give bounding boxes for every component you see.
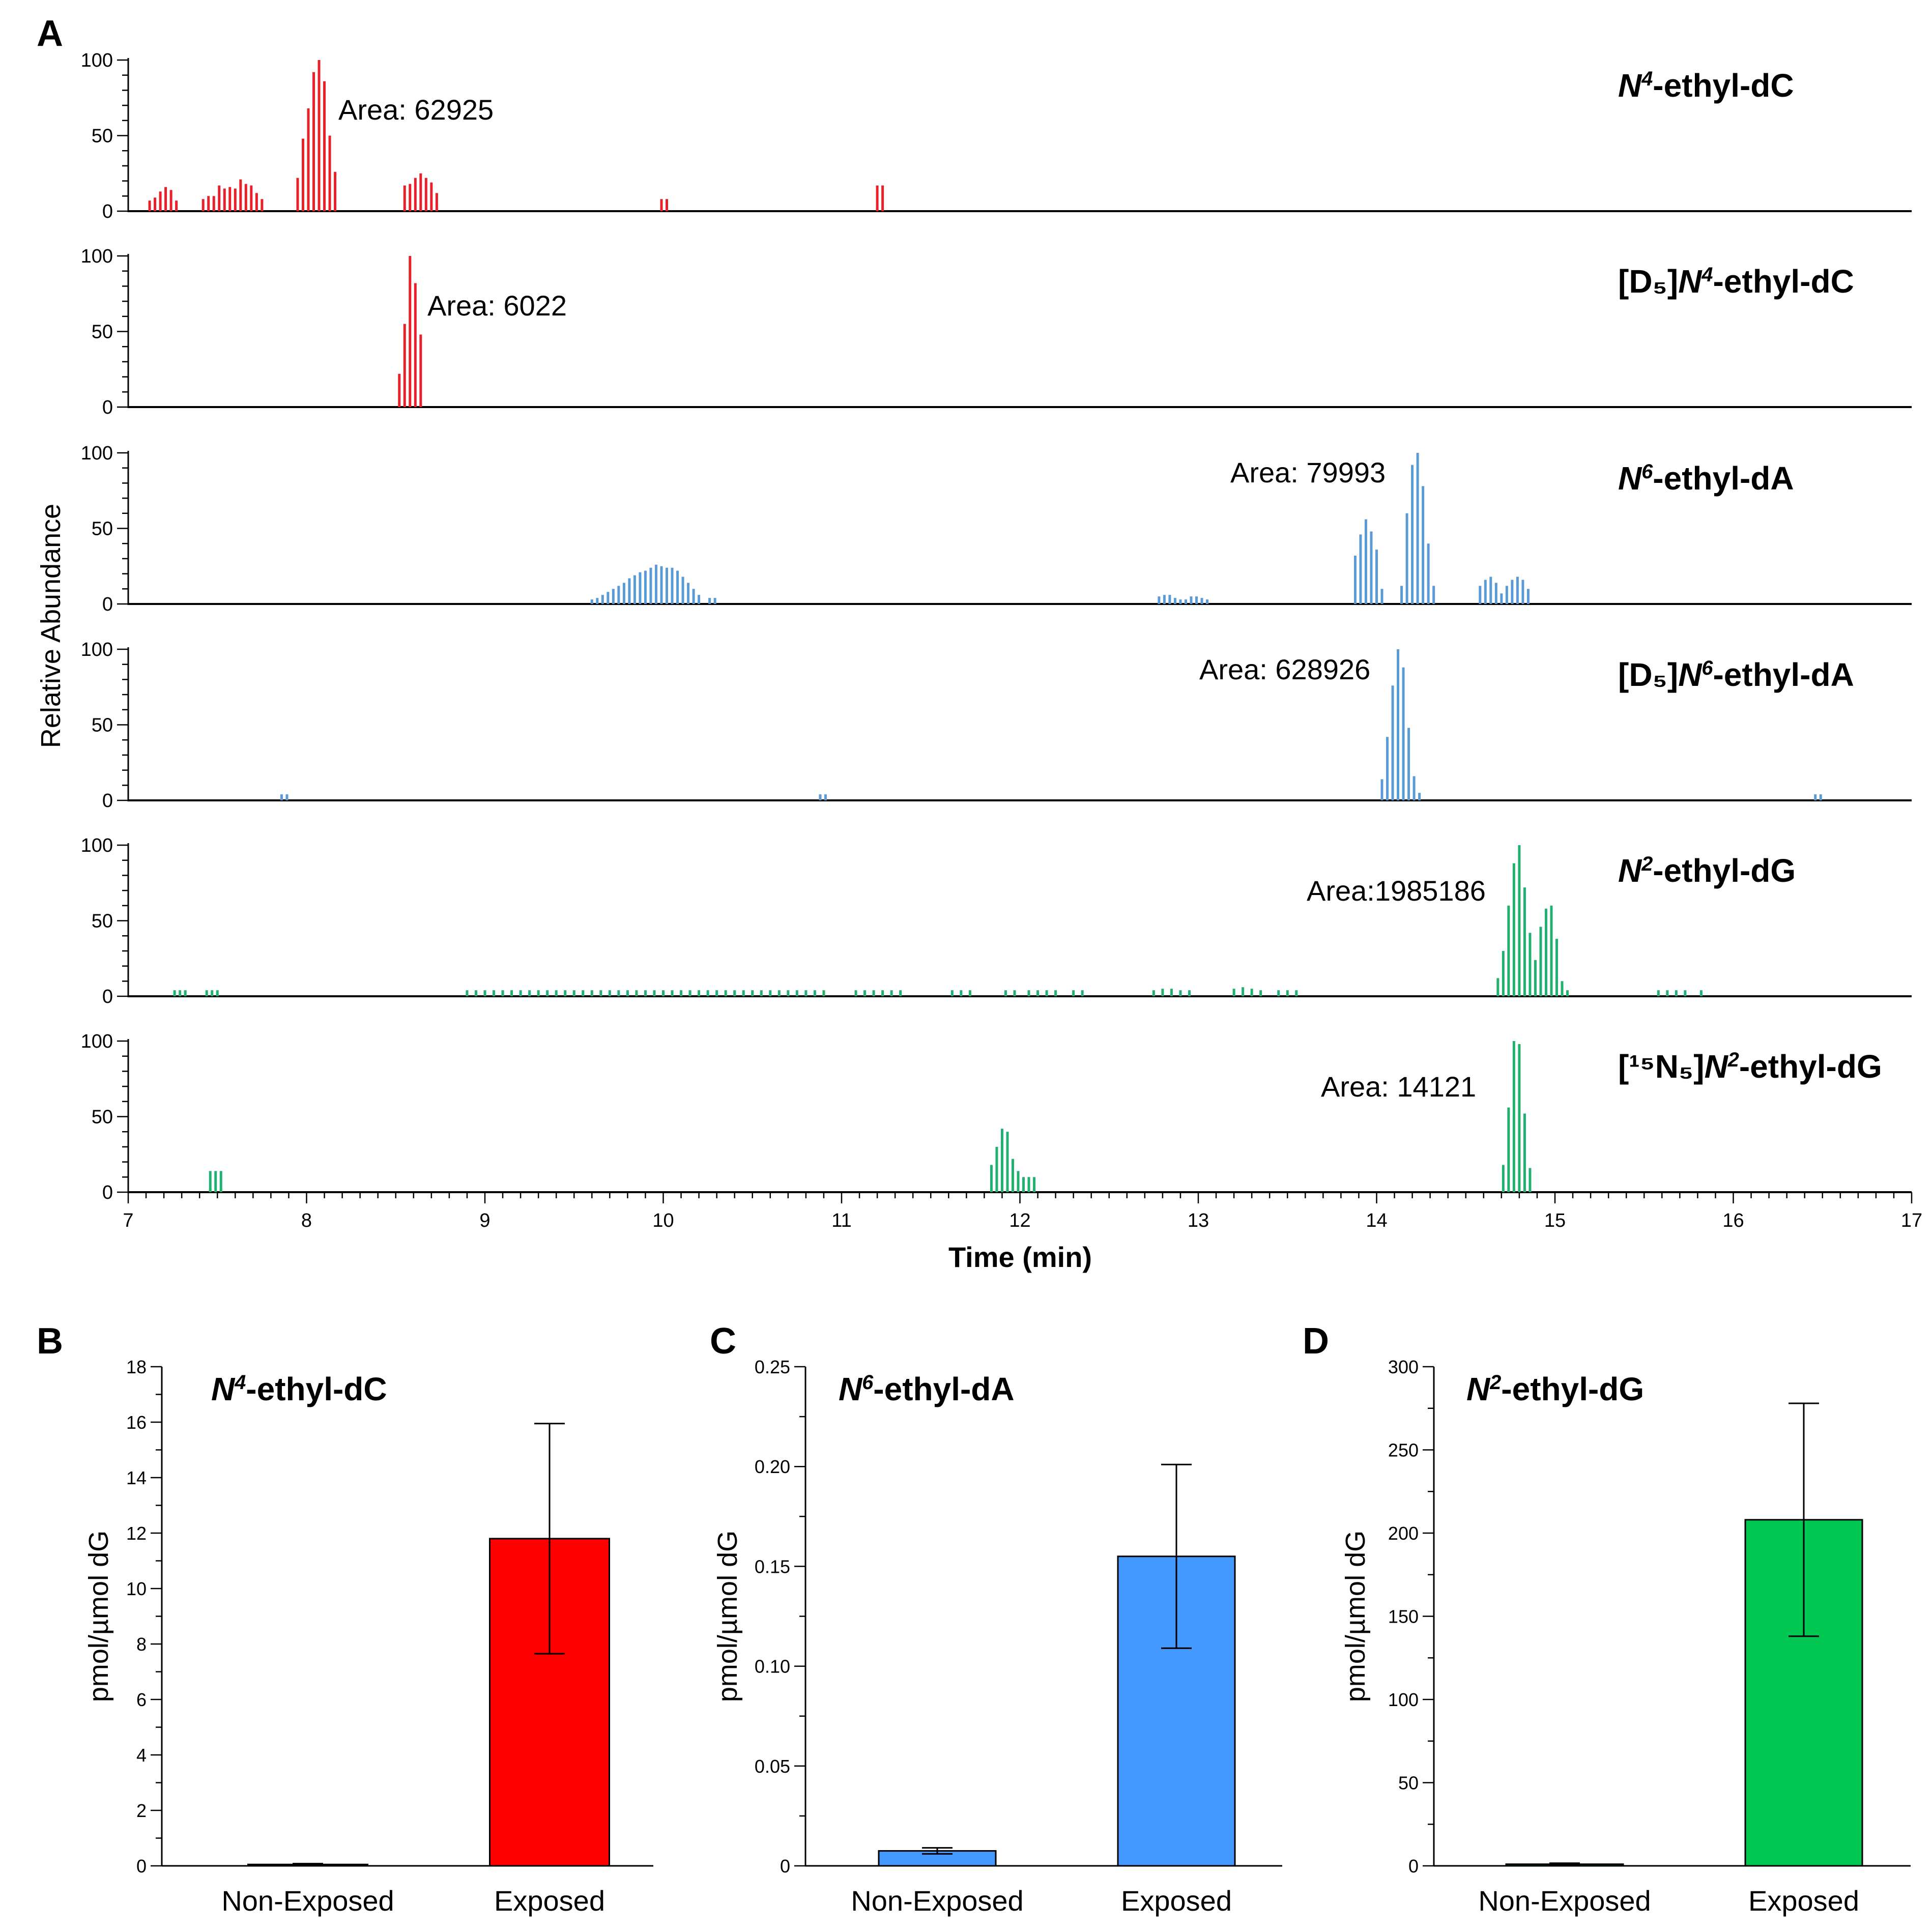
trace-1: 0 50 100 Area: 62925 N4-ethyl-dC — [81, 50, 1912, 222]
x-tick-label: 17 — [1901, 1210, 1922, 1231]
category-label: Non-Exposed — [221, 1885, 394, 1917]
bar-panel-b: B 0 2 4 6 8 10 12 14 16 18 pmol/µmol dG N4-ethyl-dC N… — [37, 1321, 653, 1917]
area-label: Area:1985186 — [1307, 875, 1486, 907]
y-tick-label: 200 — [1388, 1523, 1419, 1544]
category-label: Exposed — [1748, 1885, 1859, 1917]
y-tick-label: 100 — [81, 246, 113, 267]
trace-4: 0 50 100 Area: 628926 [D₅]N6-ethyl-dA — [81, 639, 1912, 812]
area-label: Area: 62925 — [338, 94, 494, 126]
y-tick-label: 100 — [1388, 1689, 1419, 1710]
x-tick-label: 8 — [301, 1210, 312, 1231]
area-label: Area: 14121 — [1321, 1071, 1476, 1103]
trace-name: N6-ethyl-dA — [1618, 460, 1794, 497]
chart-title: N2-ethyl-dG — [1466, 1371, 1644, 1407]
y-tick-label: 0.20 — [755, 1456, 790, 1477]
y-tick-label: 50 — [92, 322, 113, 343]
area-label: Area: 6022 — [427, 290, 567, 322]
y-tick-label: 100 — [81, 443, 113, 464]
bar-panel-c: C 0 0.05 0.10 0.15 0.20 0.25 pmol/µmol dG N6-eth… — [710, 1321, 1282, 1917]
x-tick-label: 7 — [123, 1210, 133, 1231]
y-tick-label: 300 — [1388, 1357, 1419, 1377]
y-tick-label: 0 — [780, 1856, 790, 1877]
y-tick-label: 0 — [1408, 1856, 1419, 1877]
y-tick-label: 100 — [81, 1031, 113, 1052]
y-tick-label: 50 — [92, 911, 113, 932]
y-tick-label: 4 — [136, 1745, 147, 1766]
x-tick-label: 10 — [652, 1210, 674, 1231]
y-tick-label: 0.10 — [755, 1656, 790, 1677]
y-tick-label: 50 — [92, 715, 113, 736]
chart-title: N4-ethyl-dC — [211, 1371, 387, 1407]
x-tick-label: 14 — [1366, 1210, 1387, 1231]
y-tick-label: 12 — [126, 1523, 147, 1544]
y-tick-label: 0 — [102, 986, 113, 1007]
panel-letter: C — [710, 1321, 736, 1362]
y-tick-label: 6 — [136, 1689, 147, 1710]
y-axis-title: pmol/µmol dG — [83, 1531, 114, 1702]
y-tick-label: 100 — [81, 639, 113, 660]
y-tick-label: 0 — [102, 594, 113, 615]
y-tick-label: 0 — [136, 1856, 147, 1877]
y-tick-label: 14 — [126, 1467, 147, 1488]
category-label: Non-Exposed — [1478, 1885, 1651, 1917]
y-axis-title: Relative Abundance — [36, 504, 66, 748]
y-tick-label: 8 — [136, 1634, 147, 1655]
trace-name: [¹⁵N₅]N2-ethyl-dG — [1618, 1048, 1882, 1085]
x-tick-label: 9 — [479, 1210, 490, 1231]
chart-title: N6-ethyl-dA — [839, 1371, 1015, 1407]
panel-letter: D — [1303, 1321, 1329, 1362]
y-tick-label: 0 — [102, 397, 113, 418]
trace-name: [D₅]N6-ethyl-dA — [1618, 656, 1854, 693]
area-label: Area: 79993 — [1230, 456, 1386, 488]
y-tick-label: 18 — [126, 1357, 147, 1377]
x-tick-label: 16 — [1722, 1210, 1744, 1231]
panel-letter: B — [37, 1321, 63, 1362]
y-tick-label: 2 — [136, 1800, 147, 1821]
x-tick-label: 13 — [1188, 1210, 1209, 1231]
y-tick-label: 50 — [1398, 1773, 1419, 1794]
y-tick-label: 100 — [81, 835, 113, 856]
category-label: Exposed — [494, 1885, 605, 1917]
panel-a-letter: A — [37, 13, 63, 54]
y-tick-label: 100 — [81, 50, 113, 71]
x-tick-label: 11 — [831, 1210, 851, 1231]
y-tick-label: 10 — [126, 1578, 147, 1599]
category-label: Exposed — [1121, 1885, 1232, 1917]
y-tick-label: 0.15 — [755, 1556, 790, 1577]
trace-3: 0 50 100 Area: 79993 N6-ethyl-dA — [81, 443, 1912, 615]
y-tick-label: 0 — [102, 790, 113, 812]
y-tick-label: 0 — [102, 1182, 113, 1203]
y-tick-label: 50 — [92, 126, 113, 147]
trace-name: N2-ethyl-dG — [1618, 852, 1796, 889]
y-tick-label: 150 — [1388, 1606, 1419, 1627]
x-axis-title: Time (min) — [948, 1241, 1092, 1273]
y-tick-label: 50 — [92, 1107, 113, 1128]
area-label: Area: 628926 — [1199, 653, 1370, 685]
x-tick-label: 12 — [1009, 1210, 1030, 1231]
trace-6: 0 50 100 Area: 14121 [¹⁵N₅]N2-ethyl-dG — [81, 1031, 1912, 1203]
bar-panel-d: D 0 50 100 150 200 250 300 pmol/µmol dG N2-ethyl-… — [1303, 1321, 1911, 1917]
y-tick-label: 0.05 — [755, 1756, 790, 1777]
trace-5: 0 50 100 Area:1985186 N2-ethyl-dG — [81, 835, 1912, 1007]
y-tick-label: 50 — [92, 518, 113, 540]
trace-name: [D₅]N4-ethyl-dC — [1618, 263, 1854, 300]
x-tick-label: 15 — [1544, 1210, 1566, 1231]
y-tick-label: 0 — [102, 201, 113, 222]
trace-2: 0 50 100 Area: 6022 [D₅]N4-ethyl-dC — [81, 246, 1912, 418]
y-tick-label: 16 — [126, 1412, 147, 1433]
trace-name: N4-ethyl-dC — [1618, 67, 1794, 104]
y-tick-label: 250 — [1388, 1440, 1419, 1461]
category-label: Non-Exposed — [851, 1885, 1023, 1917]
y-axis-title: pmol/µmol dG — [712, 1531, 743, 1702]
y-axis-title: pmol/µmol dG — [1340, 1531, 1371, 1702]
y-tick-label: 0.25 — [755, 1357, 790, 1377]
